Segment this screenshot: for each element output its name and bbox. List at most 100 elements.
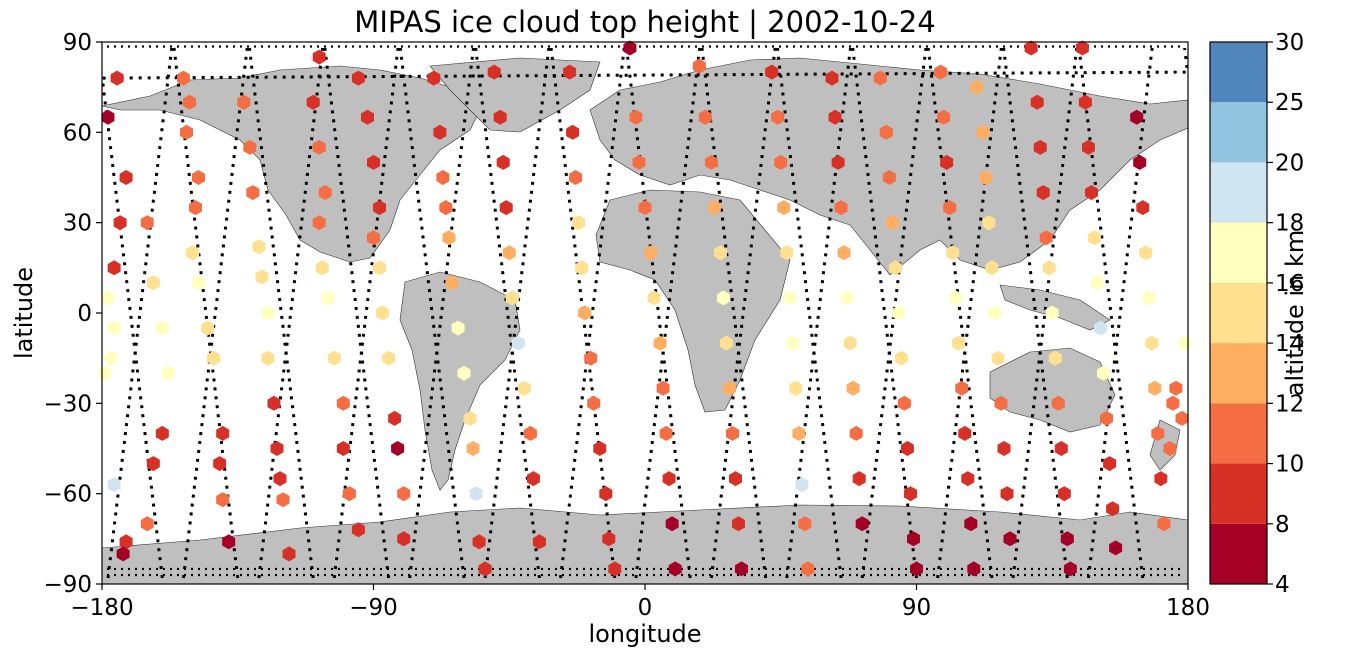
colorbar-segment [1210,463,1267,524]
cloud-point [1130,109,1144,125]
colorbar-segment [1210,523,1267,584]
cloud-point [1106,501,1120,517]
x-tick-label: 0 [638,595,653,621]
cloud-point [707,200,721,216]
cloud-point [849,425,863,441]
cloud-point [828,109,842,125]
cloud-point [961,471,975,487]
y-tick-label: 0 [77,301,92,327]
cloud-point [186,245,199,261]
cloud-point [113,215,127,231]
x-axis-label: longitude [588,620,701,648]
cloud-point [976,124,990,140]
cloud-point [499,200,513,216]
cloud-point [496,154,510,170]
cloud-point [937,109,951,125]
cloud-point [967,561,981,577]
cloud-point [632,154,646,170]
cloud-point [351,70,365,86]
cloud-point [1103,456,1117,472]
cloud-point [873,70,887,86]
cloud-point [342,486,356,502]
x-tick-label: 90 [902,595,931,621]
cloud-point [599,486,613,502]
cloud-point [946,245,960,261]
cloud-point [897,395,911,411]
cloud-point [140,215,154,231]
cloud-point [774,154,788,170]
cloud-point [273,471,287,487]
colorbar-tick-label: 30 [1275,30,1304,56]
cloud-point [569,170,583,185]
cloud-point [463,410,477,426]
colorbar-label: altitude in km [1281,230,1309,397]
cloud-point [765,64,779,80]
cloud-point [638,200,652,216]
colorbar-tick-label: 8 [1275,512,1290,538]
cloud-point [943,200,957,216]
cloud-point [312,139,326,155]
cloud-point [493,109,507,125]
cloud-point [433,124,447,140]
cloud-point [777,200,791,216]
cloud-point [222,534,236,550]
cloud-point [952,335,966,351]
cloud-point [1075,40,1089,56]
cloud-point [1145,335,1159,351]
colorbar-tick-label: 4 [1275,572,1290,598]
cloud-point [502,245,516,261]
cloud-point [729,471,742,487]
cloud-point [894,350,908,366]
cloud-point [1175,410,1189,426]
cloud-point [958,425,972,441]
cloud-point [584,350,598,366]
cloud-point [255,269,269,285]
cloud-point [726,425,739,441]
cloud-point [1082,139,1095,155]
cloud-point [735,561,748,577]
cloud-point [1142,290,1156,306]
cloud-point [840,290,854,306]
cloud-point [445,275,459,291]
cloud-point [692,58,706,74]
y-tick-label: −90 [43,572,92,598]
cloud-point [315,260,329,276]
cloud-point [336,395,350,411]
cloud-point [382,350,396,366]
cloud-point [602,531,616,547]
cloud-point [321,290,335,306]
cloud-point [879,124,893,140]
cloud-point [852,471,866,487]
cloud-point [994,395,1008,411]
cloud-point [786,335,800,351]
cloud-point [720,335,733,351]
cloud-point [988,305,1002,321]
cloud-point [110,70,124,86]
colorbar-segment [1210,162,1267,223]
cloud-point [644,245,658,261]
cloud-point [336,441,350,456]
cloud-point [940,154,954,170]
cloud-point [985,260,999,276]
cloud-point [713,245,727,261]
cloud-point [367,154,380,170]
cloud-point [457,365,471,381]
cloud-point [312,215,326,231]
y-tick-label: −60 [43,482,92,508]
cloud-point [964,516,978,532]
cloud-point [451,320,465,336]
cloud-point [578,305,592,321]
cloud-point [991,350,1005,366]
cloud-point [1154,471,1168,487]
colorbar-segment [1210,102,1267,163]
cloud-point [629,109,643,125]
cloud-point [1169,380,1183,396]
cloud-point [1166,395,1180,411]
cloud-point [306,94,320,110]
cloud-point [1091,275,1104,291]
cloud-point [376,305,389,321]
cloud-point [161,365,175,381]
cloud-point [1054,441,1068,456]
cloud-point [397,531,411,547]
